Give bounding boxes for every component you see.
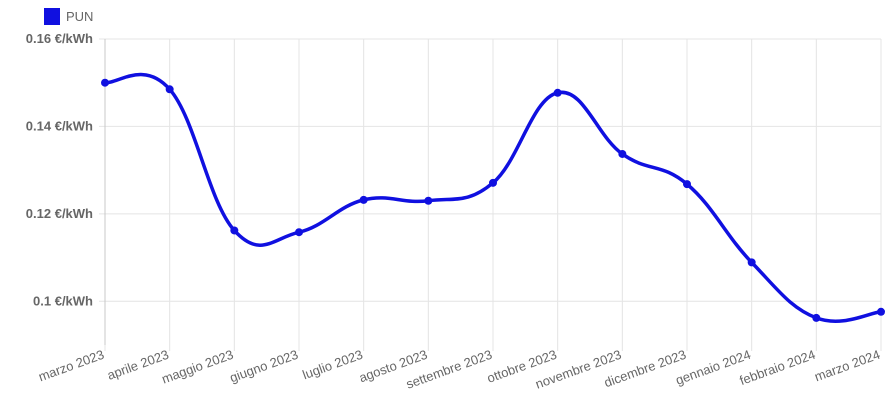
- data-point[interactable]: [165, 85, 174, 94]
- series-line-pun: [104, 72, 882, 323]
- data-point[interactable]: [424, 196, 433, 205]
- data-point[interactable]: [683, 180, 691, 189]
- y-tick-labels: 0.1 €/kWh 0.12 €/kWh 0.14 €/kWh 0.16 €/kWh: [26, 31, 93, 308]
- data-point[interactable]: [101, 78, 109, 87]
- x-tick-label: luglio 2023: [300, 347, 364, 383]
- legend-swatch-pun[interactable]: [44, 8, 60, 25]
- data-point[interactable]: [618, 149, 627, 158]
- grid-lines: [99, 38, 882, 351]
- x-tick-label: maggio 2023: [160, 347, 236, 387]
- data-point[interactable]: [747, 258, 756, 267]
- data-point[interactable]: [812, 313, 821, 322]
- x-tick-label: marzo 2024: [812, 347, 882, 385]
- x-tick-label: giugno 2023: [228, 347, 300, 386]
- y-tick-label: 0.14 €/kWh: [26, 118, 93, 133]
- data-point[interactable]: [877, 307, 885, 316]
- y-tick-label: 0.12 €/kWh: [26, 206, 93, 221]
- legend[interactable]: PUN: [44, 8, 93, 25]
- data-point[interactable]: [295, 228, 303, 237]
- y-tick-label: 0.1 €/kWh: [33, 293, 93, 308]
- x-tick-label: marzo 2023: [36, 347, 106, 385]
- legend-label-pun[interactable]: PUN: [66, 9, 93, 24]
- y-tick-label: 0.16 €/kWh: [26, 31, 93, 46]
- data-point[interactable]: [489, 178, 497, 187]
- series-group: [101, 72, 885, 323]
- data-point[interactable]: [359, 195, 368, 204]
- data-point[interactable]: [230, 226, 239, 235]
- data-point[interactable]: [553, 88, 562, 97]
